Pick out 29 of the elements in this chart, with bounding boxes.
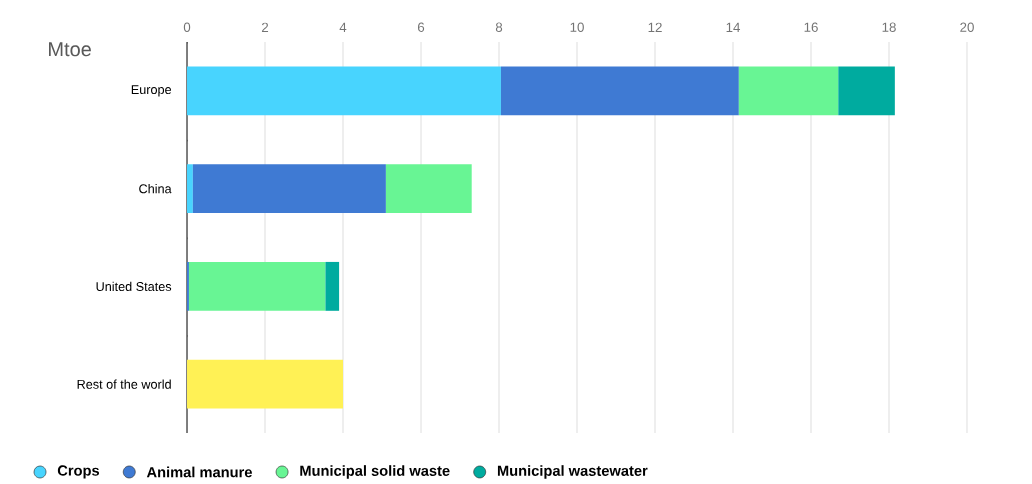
x-tick-label: 16 [804,22,818,32]
bar [325,261,340,311]
x-tick-label: 14 [726,22,741,32]
x-tick-label: 8 [495,22,503,32]
bar [187,66,501,116]
x-tick-label: 6 [417,22,425,32]
bar [385,164,472,214]
x-tick-label: 0 [183,22,191,32]
bar [738,66,839,116]
x-tick-label: 2 [261,22,269,32]
x-tick-label: 10 [570,22,584,32]
x-tick-label: 20 [960,22,974,32]
x-axis-title: Mtoe [49,42,91,57]
legend-label: Municipal wastewater [497,465,648,479]
bar [192,164,386,214]
legend-label: Crops [57,465,100,479]
legend-label: Municipal solid waste [300,465,450,479]
bar [187,359,343,409]
x-tick-label: 4 [339,22,347,32]
y-tick-label: United States [96,281,172,292]
legend-label: Animal manure [146,466,252,478]
y-tick-label: Europe [131,85,172,97]
x-tick-label: 12 [648,22,662,32]
bar [188,261,326,311]
y-tick-label: Rest of the world [77,379,171,389]
y-tick-label: China [139,183,172,194]
x-tick-label: 18 [882,22,896,32]
bar [500,66,739,116]
bar [838,66,895,116]
